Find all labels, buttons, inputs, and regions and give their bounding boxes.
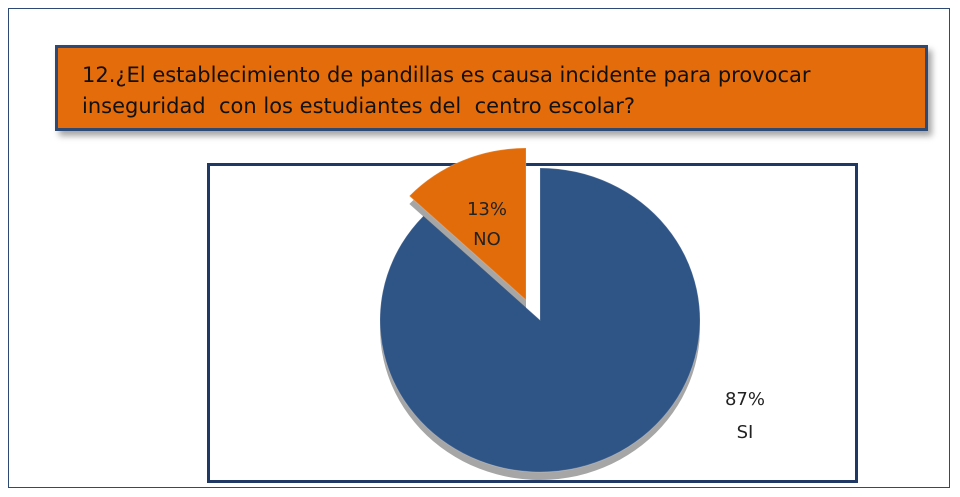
slice bbox=[408, 147, 527, 302]
value-label: 13% bbox=[467, 199, 507, 220]
frame bbox=[8, 8, 950, 488]
slice bbox=[379, 167, 701, 473]
chart-title: 12.¿El establecimiento de pandillas es c… bbox=[55, 45, 928, 131]
category-label: NO bbox=[473, 229, 501, 250]
category-label: SI bbox=[737, 422, 754, 443]
value-label: 87% bbox=[725, 389, 765, 410]
